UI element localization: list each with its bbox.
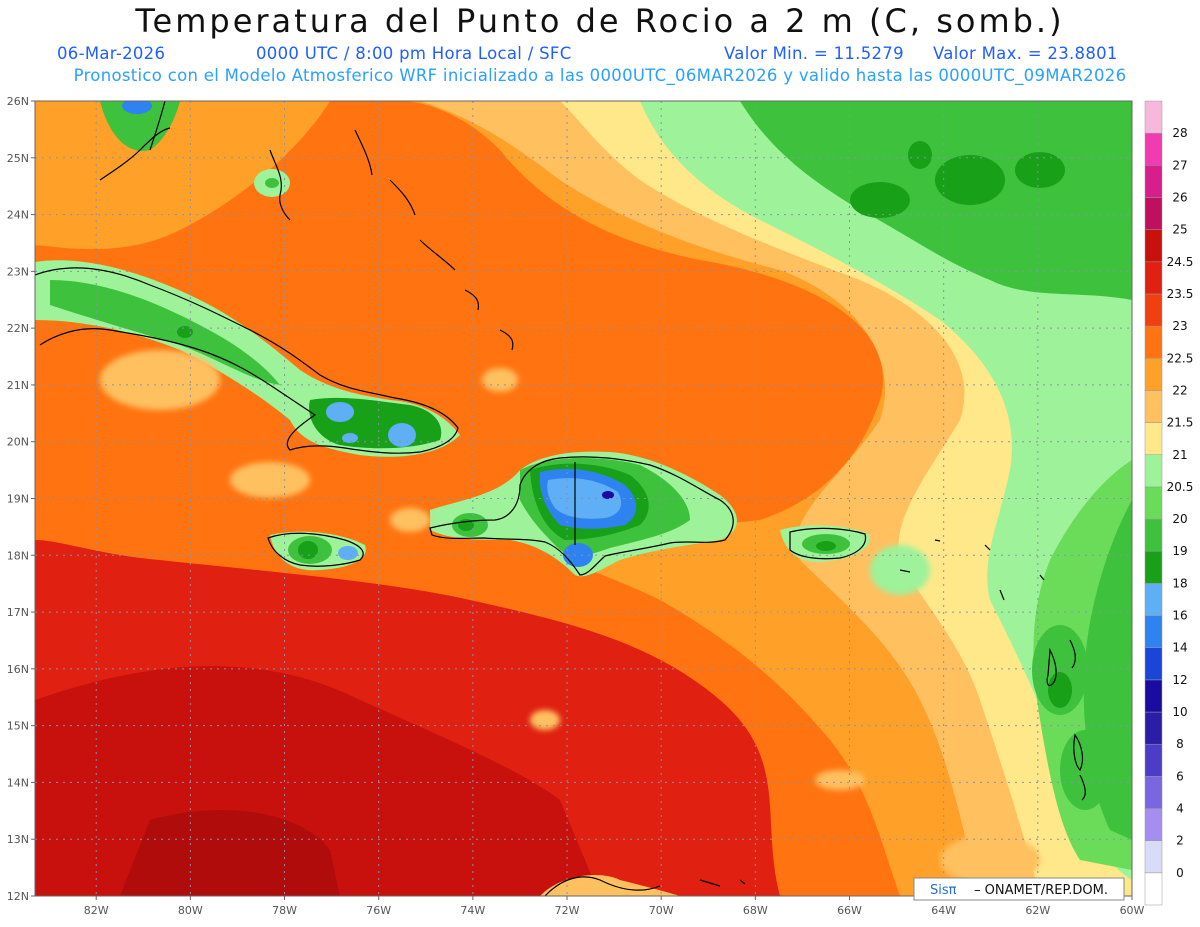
colorbar-swatch [1144,550,1163,584]
lon-label: 60W [1120,904,1145,917]
min-value-label: Valor Min. = 11.5279 [724,44,904,63]
lat-label: 16N [7,663,29,676]
lat-label: 14N [7,776,29,789]
colorbar-label: 6 [1176,769,1184,783]
colorbar-label: 24.5 [1167,255,1194,269]
field-green-ne [740,101,1132,300]
colorbar-swatch [1144,197,1163,230]
colorbar-swatch [1144,229,1163,263]
colorbar-swatch [1144,358,1163,391]
lon-label: 62W [1025,904,1050,917]
colorbar-label: 27 [1172,158,1187,172]
colorbar-swatch [1144,518,1163,552]
max-value-label: Valor Max. = 23.8801 [933,44,1118,63]
lon-label: 74W [460,904,485,917]
lon-label: 78W [272,904,297,917]
lon-label: 72W [555,904,580,917]
lat-label: 25N [7,152,29,165]
colorbar-label: 2 [1176,834,1184,848]
colorbar-label: 4 [1176,802,1184,816]
lon-label: 82W [84,904,109,917]
colorbar-swatch [1144,743,1163,777]
colorbar-label: 19 [1172,544,1187,558]
lat-label: 26N [7,95,29,108]
credit-text: – ONAMET/REP.DOM. [974,883,1108,898]
lat-label: 24N [7,209,29,222]
lon-label: 76W [366,904,391,917]
lat-label: 18N [7,549,29,562]
colorbar-label: 18 [1172,576,1187,590]
colorbar-swatch [1144,132,1163,166]
colorbar-swatch [1144,390,1163,423]
colorbar-label: 20 [1172,512,1187,526]
colorbar-label: 14 [1172,641,1187,655]
colorbar-label: 26 [1172,190,1187,204]
longitude-labels: 82W 80W 78W 76W 74W 72W 70W 68W 66W 64W 62W 60W [84,896,1145,917]
colorbar-label: 20.5 [1167,480,1194,494]
colorbar-label: 22.5 [1167,351,1194,365]
colorbar-label: 28 [1172,126,1187,140]
lat-label: 19N [7,493,29,506]
lon-label: 68W [743,904,768,917]
lon-label: 66W [837,904,862,917]
colorbar-label: 0 [1176,866,1184,880]
colorbar-swatch [1144,422,1163,456]
colorbar: 0 2 4 6 8 10 12 14 16 18 19 20 20.5 21 21.5 22 22.5 23 23.… [1144,100,1194,906]
graticule [35,101,1132,896]
colorbar-label: 23 [1172,319,1187,333]
colorbar-swatch [1144,261,1163,295]
colorbar-label: 12 [1172,673,1187,687]
colorbar-label: 21.5 [1167,416,1194,430]
latitude-labels: 26N 25N 24N 23N 22N 21N 20N 19N 18N 17N 16N 15N 14N 1… [7,95,35,903]
colorbar-swatch [1144,100,1163,134]
colorbar-swatch [1144,872,1163,906]
colorbar-swatch [1144,293,1163,327]
colorbar-swatch [1144,454,1163,488]
colorbar-label: 10 [1172,705,1187,719]
field-darkest-red [120,810,340,896]
colorbar-swatch [1144,615,1163,648]
lat-label: 13N [7,833,29,846]
colorbar-label: 22 [1172,383,1187,397]
colorbar-swatch [1144,808,1163,841]
lat-label: 22N [7,322,29,335]
map-title: Temperatura del Punto de Rocio a 2 m (C,… [135,2,1065,40]
lat-label: 15N [7,720,29,733]
lon-label: 64W [931,904,956,917]
lat-label: 20N [7,436,29,449]
colorbar-label: 25 [1172,223,1187,237]
colorbar-label: 8 [1176,737,1184,751]
colorbar-swatch [1144,679,1163,713]
colorbar-label: 21 [1172,448,1187,462]
credit-box: Sisπ – ONAMET/REP.DOM. [913,877,1125,901]
colorbar-label: 23.5 [1167,287,1194,301]
lat-label: 17N [7,606,29,619]
colorbar-swatch [1144,711,1163,745]
forecast-date: 06-Mar-2026 [57,44,166,63]
credit-brand: Sisπ [930,883,957,898]
colorbar-swatch [1144,165,1163,198]
model-subtitle: Pronostico con el Modelo Atmosferico WRF… [73,66,1127,85]
coastlines [35,101,1086,896]
colorbar-label: 16 [1172,609,1187,623]
colorbar-swatch [1144,647,1163,681]
dewpoint-shading [35,101,1132,896]
lat-label: 12N [7,890,29,903]
colorbar-swatch [1144,840,1163,874]
lon-label: 70W [649,904,674,917]
forecast-time-info: 0000 UTC / 8:00 pm Hora Local / SFC [256,44,572,63]
field-light-green [640,101,1132,880]
colorbar-swatch [1144,583,1163,616]
colorbar-swatch [1144,325,1163,359]
colorbar-swatch [1144,776,1163,809]
lon-label: 80W [178,904,203,917]
colorbar-swatch [1144,486,1163,520]
lat-label: 23N [7,265,29,278]
lat-label: 21N [7,379,29,392]
